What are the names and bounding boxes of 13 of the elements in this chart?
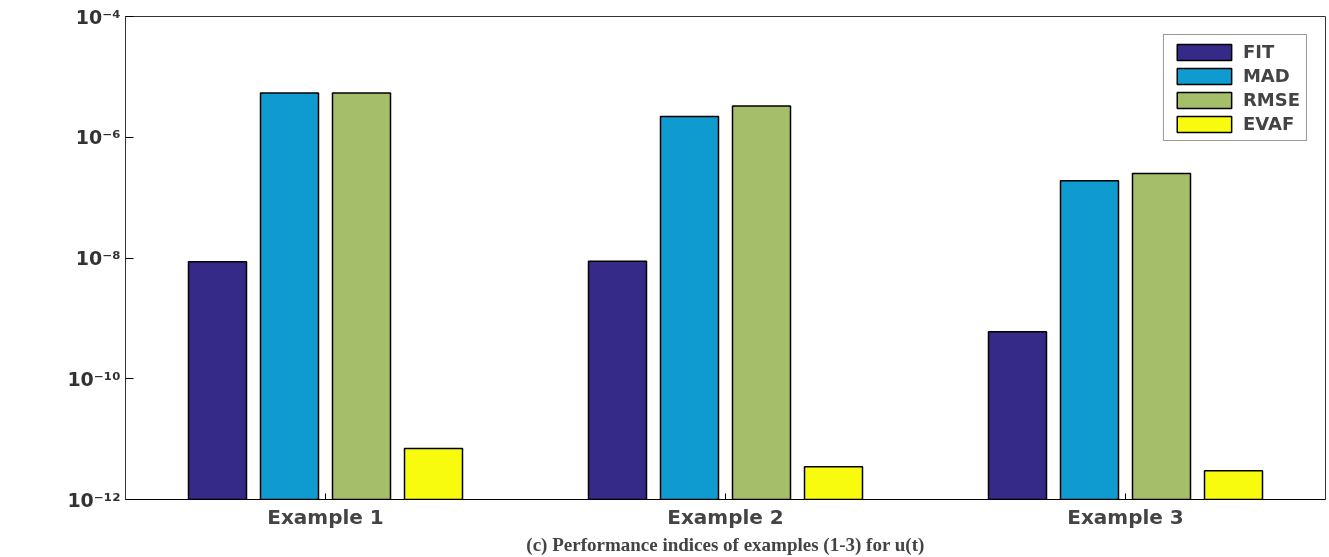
x-tick-label: Example 3 — [1067, 504, 1184, 529]
legend-label: FIT — [1242, 41, 1275, 62]
x-axis-title: (c) Performance indices of examples (1-3) for u(t) — [526, 533, 925, 556]
y-tick-label: 10⁻⁴ — [75, 5, 121, 28]
x-tick-label: Example 2 — [667, 504, 784, 529]
y-tick-label: 10⁻¹⁰ — [67, 367, 121, 390]
y-tick-label: 10⁻¹² — [67, 488, 121, 511]
x-tick-label: Example 1 — [267, 504, 384, 529]
y-tick-label: 10⁻⁸ — [75, 247, 121, 269]
legend-label: EVAF — [1242, 113, 1295, 134]
legend-label: MAD — [1242, 65, 1290, 86]
y-tick-label: 10⁻⁶ — [75, 126, 121, 149]
legend-label: RMSE — [1242, 89, 1300, 110]
